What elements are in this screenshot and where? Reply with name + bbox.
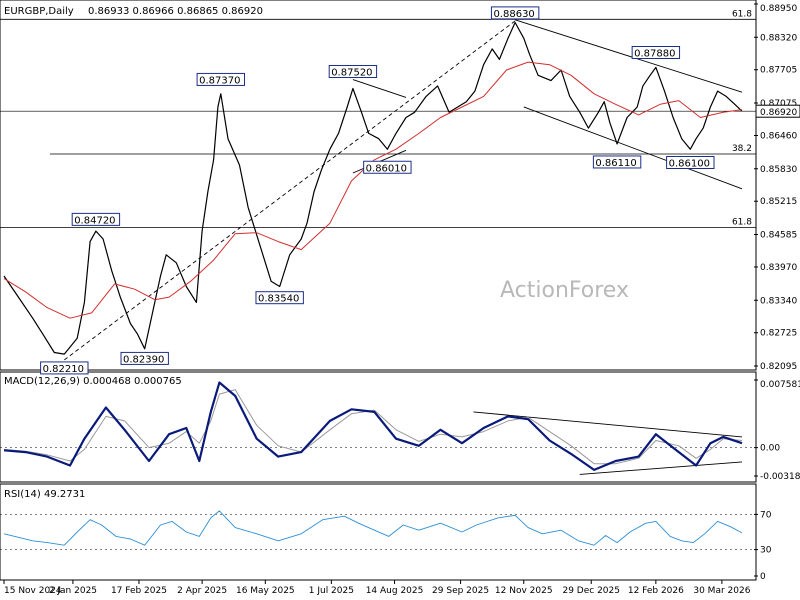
fib-level-label: 38.2 [732,144,752,154]
rsi-y-tick-label: 0 [760,572,766,582]
fib-level-label: 61.8 [732,9,752,19]
price-panel [0,0,757,371]
price-y-tick-label: 0.85830 [760,165,797,175]
price-y-tick-label: 0.88950 [760,4,797,14]
price-label-box [328,65,378,79]
rsi-layer: 70 30 0 [0,510,772,582]
dashed-trendline [64,20,516,361]
price-label-text: 0.87370 [199,75,240,86]
watermark: ActionForex [500,278,629,303]
price-label-text: 0.88630 [493,9,534,20]
trendline [523,106,743,190]
price-label-box [363,160,412,174]
x-tick-label: 14 Aug 2025 [366,586,424,596]
price-layer: 0.88950 0.88320 0.87705 0.87075 0.86460 0.858… [0,3,800,375]
price-y-tick-label: 0.82095 [760,362,797,372]
macd-y-tick-label: 0.007581 [760,380,800,390]
x-tick-label: 12 Feb 2026 [628,586,684,596]
price-label-box [666,156,715,170]
x-tick-label: 30 Mar 2026 [693,586,750,596]
macd-header: MACD(12,26,9) 0.000468 0.000765 [4,376,182,387]
x-tick-label: 1 Jul 2025 [309,586,354,596]
price-y-tick-label: 0.86460 [760,131,797,141]
x-tick-label: 15 Nov 2024 [4,586,62,596]
price-label-text: 0.82210 [43,364,84,375]
price-y-tick-label: 0.87075 [760,99,797,109]
price-y-tick-label: 0.83340 [760,296,797,306]
price-y-tick-label: 0.88320 [760,33,797,43]
rsi-y-tick-label: 70 [760,510,772,520]
price-label-box [255,291,304,305]
x-tick-label: 2 Jan 2025 [49,586,97,596]
price-label-box [490,6,540,20]
price-label-box [631,46,681,60]
x-tick-label: 29 Sep 2025 [432,586,489,596]
x-tick-label: 2 Apr 2025 [177,586,227,596]
rsi-header: RSI(14) 49.2731 [4,489,85,500]
price-y-tick-label: 0.84585 [760,231,797,241]
macd-y-tick-label: -0.003183 [760,472,800,482]
fib-level-label: 61.8 [732,217,752,227]
price-y-tick-label: 0.82725 [760,329,797,339]
macd-signal-line [3,389,743,465]
price-label-text: 0.82390 [123,354,164,365]
price-header-symbol: EURGBP,Daily [4,6,74,17]
moving-average-line [3,61,743,319]
price-header-ohlc: 0.86933 0.86966 0.86865 0.86920 [88,6,263,17]
x-tick-label: 29 Dec 2025 [562,586,620,596]
close-price-line [3,21,743,355]
price-label-box [40,361,89,375]
rsi-line [3,510,743,546]
price-label-text: 0.86110 [595,158,636,169]
price-label-text: 0.87520 [331,68,372,79]
macd-line [3,381,743,471]
trendline [515,19,743,93]
rsi-y-tick-label: 30 [760,546,772,556]
price-label-text: 0.84720 [74,215,115,226]
x-tick-label: 17 Feb 2025 [111,586,167,596]
price-y-tick-label: 0.85215 [760,197,797,207]
x-tick-label: 12 Nov 2025 [495,586,553,596]
price-label-box [120,351,169,365]
current-price-tag [755,104,800,118]
price-label-text: 0.83540 [258,294,299,305]
macd-y-tick-label: 0.00 [760,444,780,454]
price-label-box [592,155,642,169]
price-label-box [71,212,121,226]
price-label-text: 0.86100 [669,159,710,170]
price-label-box [196,72,246,86]
price-label-text: 0.87880 [634,49,675,60]
price-y-tick-label: 0.87705 [760,66,797,76]
trendline [352,79,407,98]
current-price-text: 0.86920 [760,108,797,118]
macd-panel [0,371,757,483]
macd-layer: 0.007581 0.00 -0.003183 [0,379,800,482]
macd-trendline [579,461,743,475]
macd-trendline [473,411,743,438]
price-label-text: 0.86010 [366,163,407,174]
x-tick-label: 16 May 2025 [236,586,295,596]
price-y-tick-label: 0.83970 [760,263,797,273]
